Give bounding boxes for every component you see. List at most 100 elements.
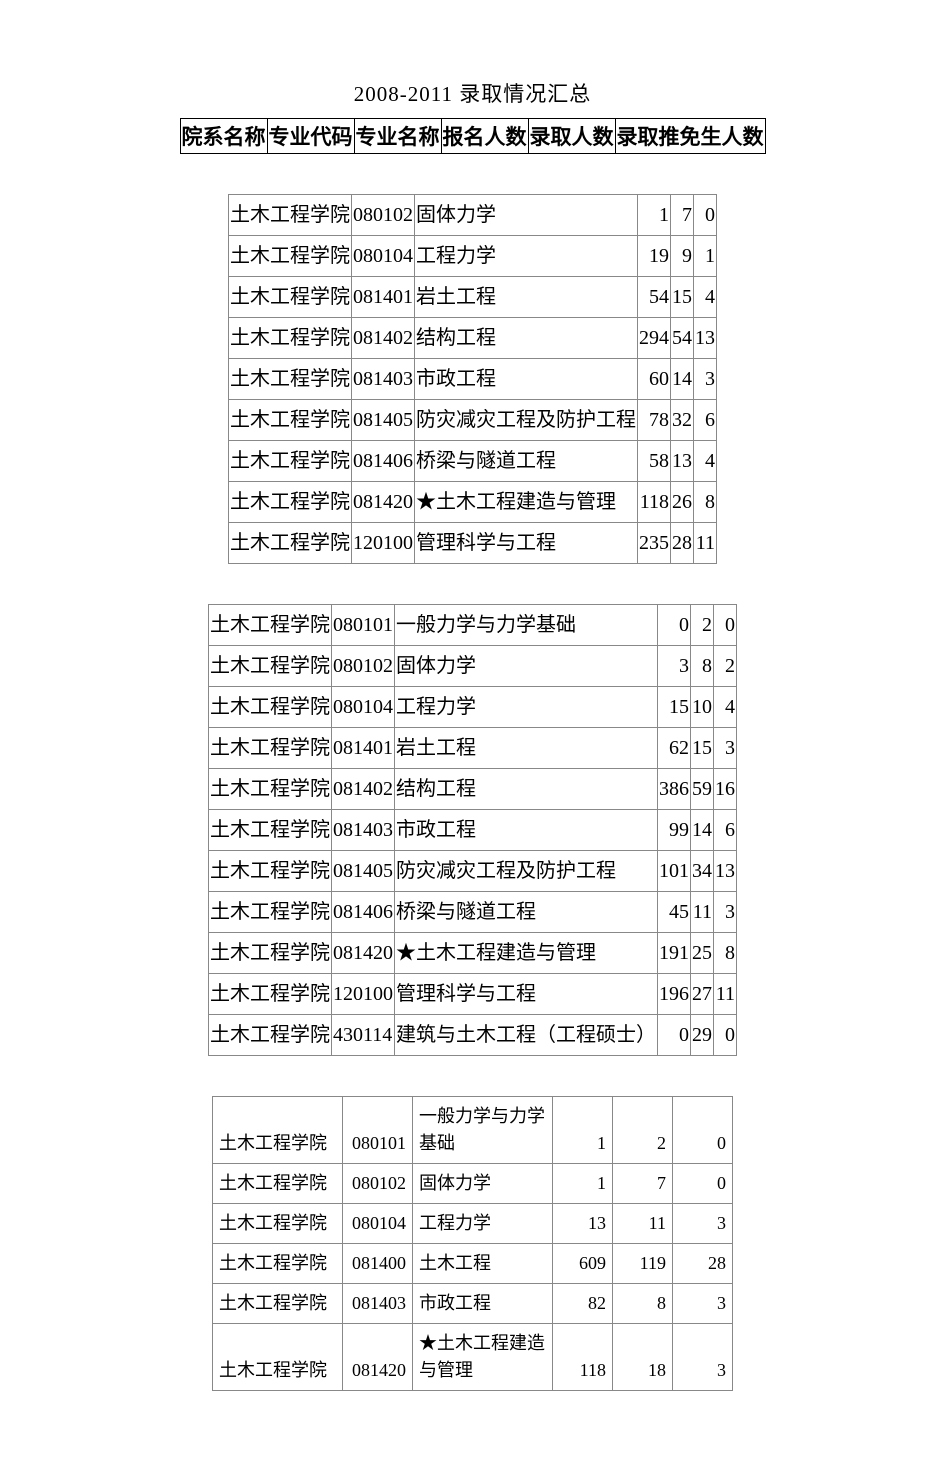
cell: 081403 bbox=[352, 359, 415, 400]
cell: 27 bbox=[691, 974, 714, 1015]
cell: 0 bbox=[658, 1015, 691, 1056]
cell: 118 bbox=[638, 482, 671, 523]
cell: 28 bbox=[673, 1244, 733, 1284]
cell: 市政工程 bbox=[413, 1284, 553, 1324]
cell: 080102 bbox=[343, 1164, 413, 1204]
cell: 081403 bbox=[343, 1284, 413, 1324]
cell: 岩土工程 bbox=[415, 277, 638, 318]
cell: 15 bbox=[658, 687, 691, 728]
cell: 54 bbox=[638, 277, 671, 318]
cell: 25 bbox=[691, 933, 714, 974]
table-row: 土木工程学院120100管理科学与工程2352811 bbox=[229, 523, 717, 564]
table-row: 土木工程学院081403市政工程99146 bbox=[209, 810, 737, 851]
table-row: 土木工程学院081406桥梁与隧道工程45113 bbox=[209, 892, 737, 933]
cell: 固体力学 bbox=[413, 1164, 553, 1204]
table-row: 土木工程学院120100管理科学与工程1962711 bbox=[209, 974, 737, 1015]
cell: 1 bbox=[553, 1164, 613, 1204]
cell: 土木工程学院 bbox=[213, 1204, 343, 1244]
cell: 081420 bbox=[343, 1324, 413, 1391]
cell: 一般力学与力学基础 bbox=[395, 605, 658, 646]
cell: 081403 bbox=[332, 810, 395, 851]
cell: 29 bbox=[691, 1015, 714, 1056]
cell: 081420 bbox=[352, 482, 415, 523]
cell: 58 bbox=[638, 441, 671, 482]
cell: 土木工程学院 bbox=[229, 359, 352, 400]
table-row: 土木工程学院081406桥梁与隧道工程58134 bbox=[229, 441, 717, 482]
cell: 防灾减灾工程及防护工程 bbox=[415, 400, 638, 441]
cell: 8 bbox=[694, 482, 717, 523]
cell: 7 bbox=[613, 1164, 673, 1204]
cell: 54 bbox=[671, 318, 694, 359]
cell: 土木工程学院 bbox=[213, 1164, 343, 1204]
cell: 4 bbox=[694, 441, 717, 482]
cell: ★土木工程建造与管理 bbox=[415, 482, 638, 523]
cell: 11 bbox=[613, 1204, 673, 1244]
cell: 118 bbox=[553, 1324, 613, 1391]
cell: 管理科学与工程 bbox=[395, 974, 658, 1015]
cell: 081405 bbox=[332, 851, 395, 892]
cell: 081405 bbox=[352, 400, 415, 441]
cell: 2 bbox=[714, 646, 737, 687]
table-row: 土木工程学院080104工程力学13113 bbox=[213, 1204, 733, 1244]
cell: 16 bbox=[714, 769, 737, 810]
table-row: 土木工程学院080104工程力学1991 bbox=[229, 236, 717, 277]
cell: 桥梁与隧道工程 bbox=[395, 892, 658, 933]
cell: 11 bbox=[691, 892, 714, 933]
cell: 080102 bbox=[352, 195, 415, 236]
table-row: 土木工程学院081403市政工程60143 bbox=[229, 359, 717, 400]
cell: 82 bbox=[553, 1284, 613, 1324]
cell: 11 bbox=[694, 523, 717, 564]
cell: 120100 bbox=[352, 523, 415, 564]
cell: 3 bbox=[714, 892, 737, 933]
table-row: 土木工程学院081400土木工程60911928 bbox=[213, 1244, 733, 1284]
cell: 土木工程学院 bbox=[209, 892, 332, 933]
cell: 6 bbox=[694, 400, 717, 441]
cell: 固体力学 bbox=[415, 195, 638, 236]
data-table-2: 土木工程学院080101一般力学与力学基础020土木工程学院080102固体力学… bbox=[208, 604, 737, 1056]
cell: 建筑与土木工程（工程硕士） bbox=[395, 1015, 658, 1056]
cell: 岩土工程 bbox=[395, 728, 658, 769]
cell: 081420 bbox=[332, 933, 395, 974]
table-row: 土木工程学院081420★土木工程建造与管理118268 bbox=[229, 482, 717, 523]
table-row: 土木工程学院080104工程力学15104 bbox=[209, 687, 737, 728]
cell: 0 bbox=[658, 605, 691, 646]
cell: 市政工程 bbox=[395, 810, 658, 851]
table-row: 土木工程学院081405防灾减灾工程及防护工程1013413 bbox=[209, 851, 737, 892]
cell: 工程力学 bbox=[415, 236, 638, 277]
table-row: 土木工程学院081405防灾减灾工程及防护工程78326 bbox=[229, 400, 717, 441]
cell: 土木工程学院 bbox=[229, 195, 352, 236]
cell: 32 bbox=[671, 400, 694, 441]
cell: 土木工程学院 bbox=[213, 1324, 343, 1391]
cell: 10 bbox=[691, 687, 714, 728]
cell: 4 bbox=[714, 687, 737, 728]
cell: 34 bbox=[691, 851, 714, 892]
table-row: 土木工程学院081403市政工程8283 bbox=[213, 1284, 733, 1324]
cell: 3 bbox=[658, 646, 691, 687]
cell: 一般力学与力学基础 bbox=[413, 1097, 553, 1164]
cell: 081402 bbox=[352, 318, 415, 359]
cell: 土木工程学院 bbox=[229, 523, 352, 564]
cell: 8 bbox=[714, 933, 737, 974]
cell: 土木工程学院 bbox=[229, 236, 352, 277]
cell: 081406 bbox=[352, 441, 415, 482]
cell: 081402 bbox=[332, 769, 395, 810]
cell: 土木工程学院 bbox=[209, 646, 332, 687]
cell: 土木工程学院 bbox=[209, 728, 332, 769]
col-admit: 录取人数 bbox=[528, 119, 615, 154]
cell: 28 bbox=[671, 523, 694, 564]
cell: 土木工程学院 bbox=[209, 810, 332, 851]
cell: 3 bbox=[673, 1204, 733, 1244]
cell: 1 bbox=[694, 236, 717, 277]
cell: 土木工程学院 bbox=[209, 687, 332, 728]
cell: 191 bbox=[658, 933, 691, 974]
table-row: 土木工程学院081420★土木工程建造与管理118183 bbox=[213, 1324, 733, 1391]
cell: 工程力学 bbox=[395, 687, 658, 728]
col-exempt: 录取推免生人数 bbox=[615, 119, 765, 154]
table-row: 土木工程学院081420★土木工程建造与管理191258 bbox=[209, 933, 737, 974]
cell: 6 bbox=[714, 810, 737, 851]
col-dept: 院系名称 bbox=[180, 119, 267, 154]
cell: 9 bbox=[671, 236, 694, 277]
cell: 管理科学与工程 bbox=[415, 523, 638, 564]
table-row: 土木工程学院081402结构工程3865916 bbox=[209, 769, 737, 810]
cell: 080101 bbox=[332, 605, 395, 646]
